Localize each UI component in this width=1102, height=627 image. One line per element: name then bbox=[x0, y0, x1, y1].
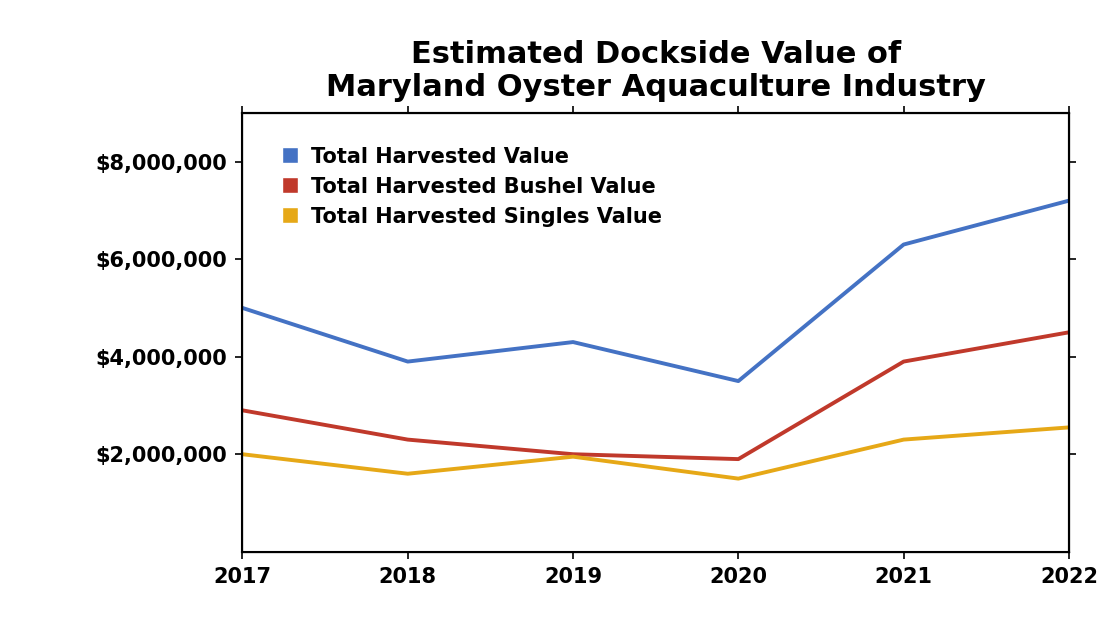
Legend: Total Harvested Value, Total Harvested Bushel Value, Total Harvested Singles Val: Total Harvested Value, Total Harvested B… bbox=[269, 137, 672, 238]
Title: Estimated Dockside Value of
Maryland Oyster Aquaculture Industry: Estimated Dockside Value of Maryland Oys… bbox=[326, 40, 985, 102]
